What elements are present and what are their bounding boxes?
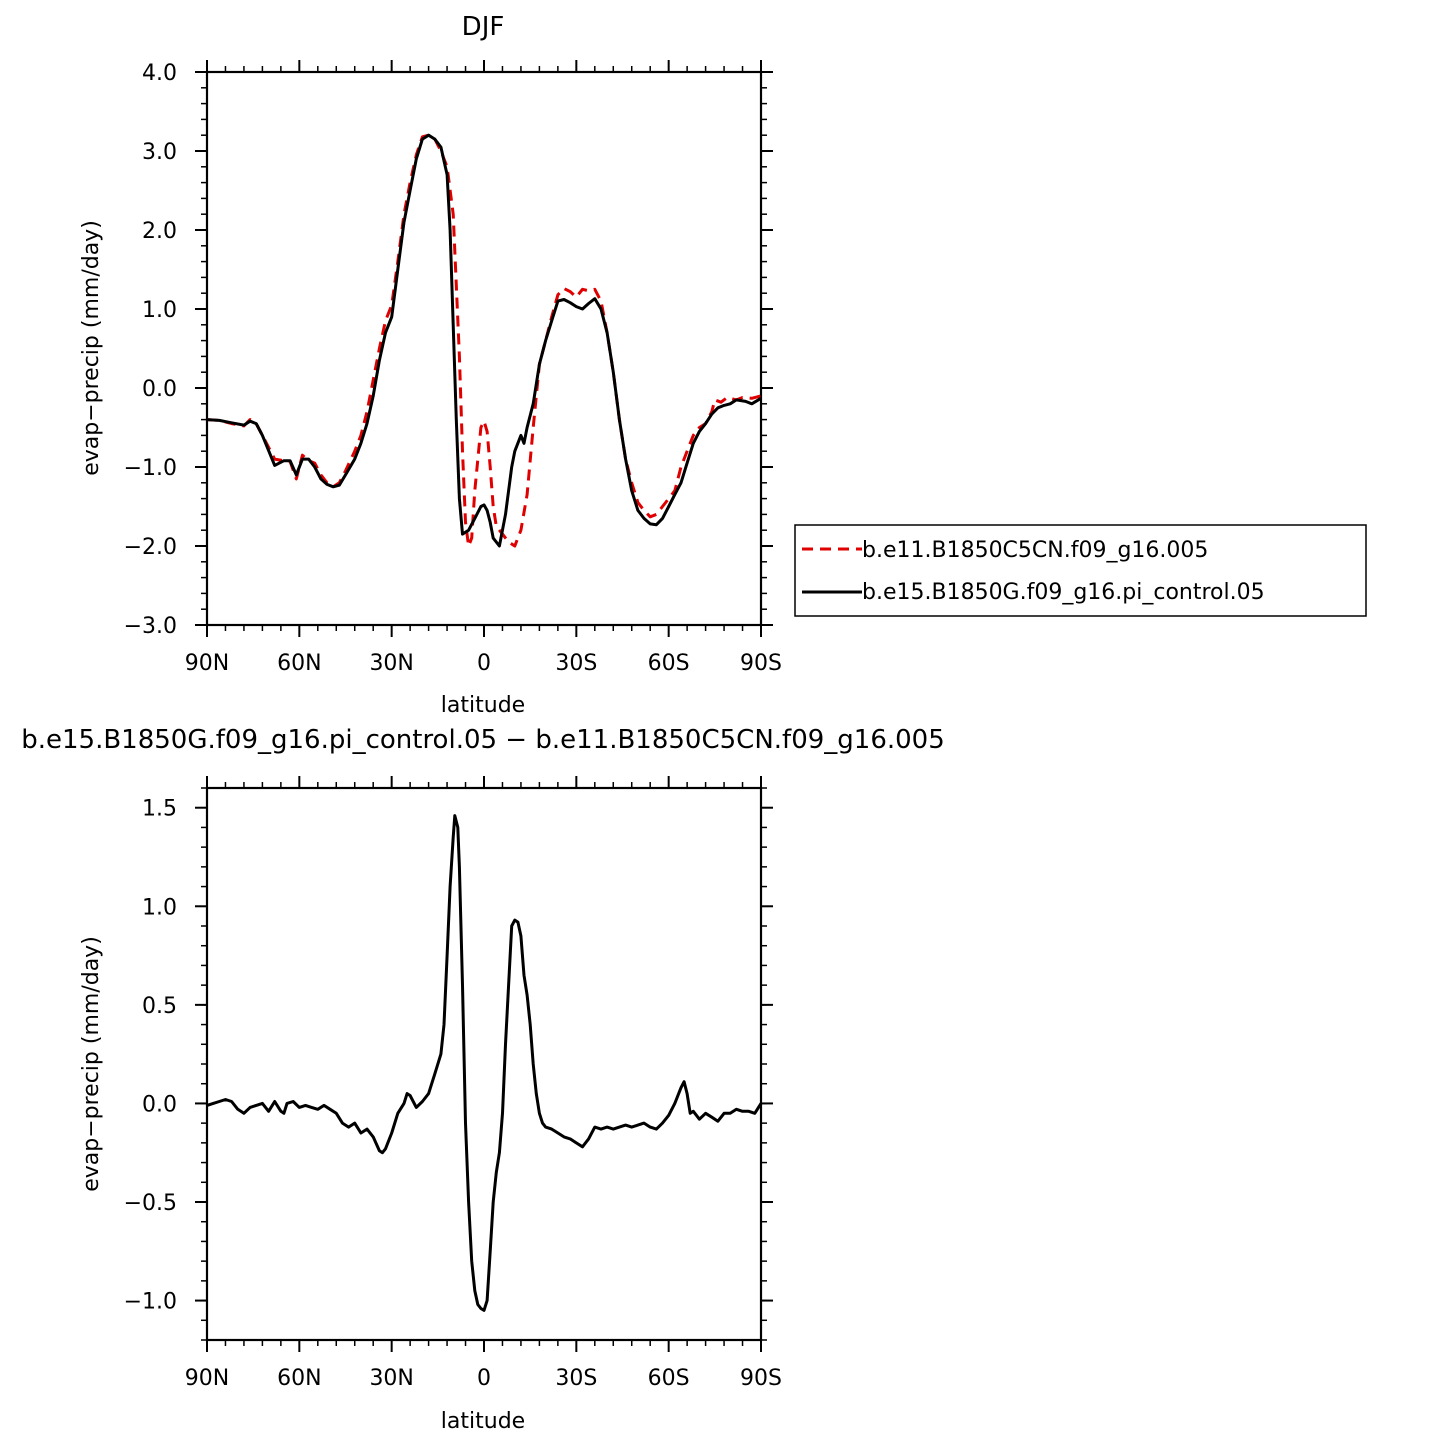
top-y-tick-label: −3.0 <box>124 614 177 639</box>
bottom-x-tick-label: 30N <box>369 1366 413 1391</box>
top-series-line-2 <box>206 133 762 548</box>
bottom-x-tick-label: 60S <box>648 1366 690 1391</box>
top-plot-frame <box>205 70 763 627</box>
bottom-plot-frame <box>205 786 763 1342</box>
top-x-tick-label: 0 <box>477 651 491 676</box>
top-y-axis-label: evap−precip (mm/day) <box>79 220 104 476</box>
bottom-x-tick-label: 30S <box>555 1366 597 1391</box>
bottom-y-tick-label: −1.0 <box>124 1290 177 1315</box>
top-x-tick-label: 30N <box>369 651 413 676</box>
bottom-y-tick-label: 0.0 <box>142 1092 177 1117</box>
top-y-tick-label: 3.0 <box>142 140 177 165</box>
bottom-x-tick-label: 90N <box>185 1366 229 1391</box>
bottom-x-tick-label: 60N <box>277 1366 321 1391</box>
top-x-tick-label: 30S <box>555 651 597 676</box>
top-series-line-1 <box>206 133 762 548</box>
bottom-series-line-1 <box>206 814 763 1312</box>
bottom-chart-title: b.e15.B1850G.f09_g16.pi_control.05 − b.e… <box>21 725 945 755</box>
top-x-tick-label: 90N <box>185 651 229 676</box>
bottom-y-tick-label: 0.5 <box>142 994 177 1019</box>
top-y-tick-label: 4.0 <box>142 61 177 86</box>
bottom-y-axis-label: evap−precip (mm/day) <box>79 936 104 1192</box>
legend: b.e11.B1850C5CN.f09_g16.005 b.e15.B1850G… <box>794 524 1367 617</box>
top-y-tick-label: 2.0 <box>142 219 177 244</box>
bottom-x-tick-label: 90S <box>740 1366 782 1391</box>
bottom-y-tick-label: 1.0 <box>142 895 177 920</box>
bottom-x-tick-label: 0 <box>477 1366 491 1391</box>
bottom-y-tick-label: 1.5 <box>142 797 177 822</box>
top-chart-title: DJF <box>462 12 505 42</box>
top-y-tick-label: −2.0 <box>124 535 177 560</box>
top-y-tick-label: −1.0 <box>124 456 177 481</box>
legend-entry-series-2: b.e15.B1850G.f09_g16.pi_control.05 <box>862 580 1265 605</box>
legend-entry-series-1: b.e11.B1850C5CN.f09_g16.005 <box>862 538 1208 563</box>
bottom-x-axis-label: latitude <box>441 1409 525 1434</box>
panel-bottom: b.e15.B1850G.f09_g16.pi_control.05 − b.e… <box>21 725 945 1434</box>
top-x-axis-label: latitude <box>441 693 525 718</box>
legend-box <box>794 524 1367 617</box>
top-x-tick-label: 90S <box>740 651 782 676</box>
panel-top: DJF evap−precip (mm/day) latitude 90N 60N… <box>79 12 782 718</box>
top-x-tick-label: 60S <box>648 651 690 676</box>
bottom-y-tick-label: −0.5 <box>124 1191 177 1216</box>
top-y-tick-label: 1.0 <box>142 298 177 323</box>
top-y-tick-label: 0.0 <box>142 377 177 402</box>
top-x-tick-label: 60N <box>277 651 321 676</box>
